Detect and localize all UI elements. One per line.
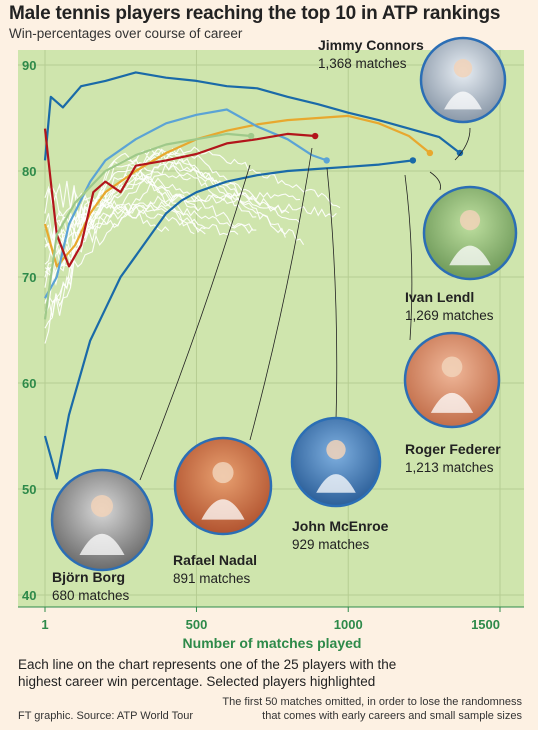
x-tick-label: 1 (41, 617, 48, 632)
leader-line (326, 167, 338, 421)
player-photo (173, 436, 273, 536)
player-photo-head (212, 462, 234, 484)
leader-line (139, 164, 251, 481)
series-endpoint (323, 157, 330, 164)
leader-line (429, 171, 441, 191)
player-photo-body (79, 533, 125, 555)
page-title: Male tennis players reaching the top 10 … (9, 3, 501, 24)
y-tick-label: 70 (22, 270, 36, 285)
background-player-line (44, 152, 195, 344)
y-tick-label: 80 (22, 164, 36, 179)
y-tick-label: 50 (22, 482, 36, 497)
player-photo (422, 185, 518, 281)
player-photo-head (326, 440, 346, 460)
player-photo-body (201, 499, 245, 520)
player-photo-head (441, 356, 463, 378)
background-player-line (44, 176, 254, 239)
player-photo-body (430, 392, 474, 413)
y-tick-label: 90 (22, 58, 36, 73)
page-subtitle: Win-percentages over course of career (9, 26, 243, 41)
series-endpoint (311, 132, 319, 140)
background-player-line (44, 164, 305, 318)
player-photo-head (459, 210, 481, 231)
background-player-line (44, 169, 199, 278)
chart-caption: Each line on the chart represents one of… (18, 657, 397, 689)
player-matches: 1,368 matches (318, 56, 407, 71)
leader-line (249, 147, 313, 441)
leader-lines (139, 127, 471, 481)
x-axis-title: Number of matches played (183, 635, 362, 651)
player-photo (50, 468, 154, 572)
x-tick-label: 1500 (471, 617, 500, 632)
series-line (43, 128, 316, 268)
y-tick-label: 60 (22, 376, 36, 391)
series-endpoint (456, 149, 464, 157)
chart: Jimmy Connors 1,368 matches Ivan Lendl 1,26… (18, 36, 524, 651)
series-endpoint (409, 157, 417, 164)
highlighted-series (43, 71, 464, 480)
player-matches: 1,213 matches (405, 460, 494, 475)
player-name: Jimmy Connors (318, 37, 424, 53)
leader-line (454, 127, 471, 161)
x-tick-label: 1000 (334, 617, 363, 632)
player-name: Roger Federer (405, 441, 501, 457)
x-tick-label: 500 (186, 617, 208, 632)
background-player-line (44, 147, 301, 247)
player-photo (290, 416, 382, 508)
series-endpoint (426, 149, 434, 157)
background-player-line (44, 191, 301, 245)
player-photo-head (91, 495, 113, 517)
player-matches: 929 matches (292, 537, 370, 552)
player-photo-body (316, 474, 356, 493)
background-player-line (44, 180, 206, 234)
series-line (43, 132, 252, 320)
player-matches: 680 matches (52, 588, 130, 603)
gridlines (18, 50, 524, 607)
player-photo-head (453, 59, 473, 78)
player-matches: 891 matches (173, 571, 251, 586)
player-name: Rafael Nadal (173, 552, 257, 568)
player-photo-body (444, 91, 482, 110)
series-line (43, 114, 431, 268)
player-photo (419, 36, 507, 124)
player-photo-body (449, 245, 491, 266)
player-photo (403, 331, 501, 429)
source-credit: FT graphic. Source: ATP World Tour (18, 710, 194, 722)
player-name: Ivan Lendl (405, 289, 474, 305)
series-line (43, 71, 461, 161)
series-line (43, 159, 414, 480)
series-endpoint (247, 132, 255, 140)
player-photos (50, 36, 518, 572)
y-tick-label: 40 (22, 588, 36, 603)
player-matches: 1,269 matches (405, 308, 494, 323)
player-name: John McEnroe (292, 518, 389, 534)
series-line (44, 108, 328, 299)
player-labels: Jimmy Connors 1,368 matches Ivan Lendl 1,26… (52, 37, 501, 603)
methodology-note: The first 50 matches omitted, in order t… (222, 696, 522, 722)
leader-line (404, 174, 413, 341)
player-name: Björn Borg (52, 569, 125, 585)
